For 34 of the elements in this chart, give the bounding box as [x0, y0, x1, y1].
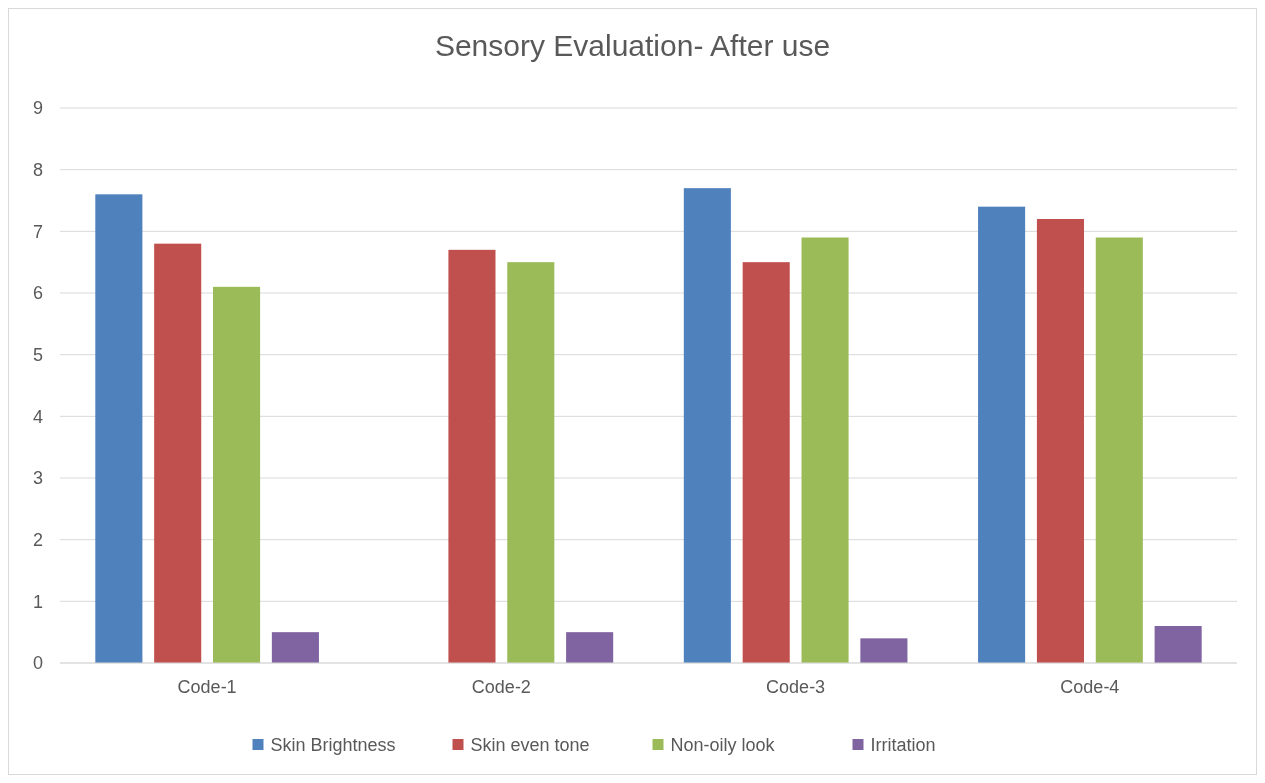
legend-label: Skin even tone — [470, 735, 590, 756]
y-tick-label: 1 — [32, 591, 44, 612]
bar — [448, 249, 496, 663]
bar — [271, 632, 319, 663]
chart-title: Sensory Evaluation- After use — [434, 29, 831, 62]
x-tick-label: Code-2 — [471, 677, 531, 697]
y-tick-label: 9 — [32, 98, 44, 119]
y-tick-label: 8 — [32, 159, 44, 180]
y-tick-label: 0 — [32, 653, 44, 674]
bar — [507, 262, 555, 663]
bar — [801, 237, 849, 663]
y-tick-label: 2 — [32, 529, 44, 550]
bar — [860, 638, 908, 663]
y-tick-label: 4 — [32, 406, 44, 427]
legend-label: Skin Brightness — [270, 735, 396, 756]
bar — [213, 286, 261, 663]
bar — [566, 632, 614, 663]
y-tick-label: 5 — [32, 344, 44, 365]
bar — [1095, 237, 1143, 663]
bar — [683, 188, 731, 663]
legend-label: Irritation — [870, 735, 936, 756]
bar — [1036, 219, 1084, 663]
legend-label: Non-oily look — [670, 735, 776, 756]
bar — [1154, 626, 1202, 663]
x-tick-label: Code-1 — [177, 677, 237, 697]
y-tick-label: 6 — [32, 283, 44, 304]
y-tick-label: 7 — [32, 221, 44, 242]
y-tick-label: 3 — [32, 468, 44, 489]
x-tick-label: Code-3 — [766, 677, 826, 697]
bar — [154, 243, 202, 663]
bar — [978, 206, 1026, 663]
bar — [742, 262, 790, 663]
bar — [95, 194, 143, 663]
x-tick-label: Code-4 — [1060, 677, 1120, 697]
